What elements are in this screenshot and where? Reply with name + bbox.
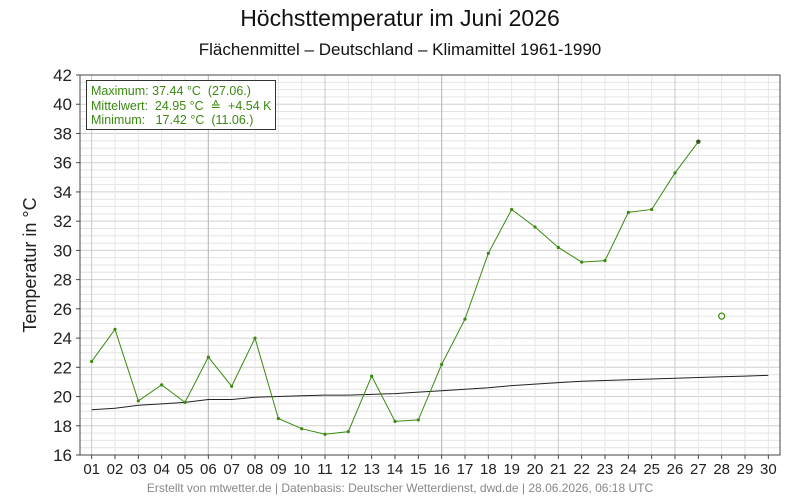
y-axis-label: Temperatur in °C: [20, 197, 40, 332]
data-point: [160, 383, 164, 387]
data-point: [603, 259, 607, 263]
y-tick-label: 16: [53, 446, 72, 465]
y-tick-label: 24: [53, 329, 72, 348]
y-tick-label: 42: [53, 66, 72, 85]
stat-minimum: Minimum: 17.42 °C (11.06.): [91, 113, 254, 127]
x-tick-label: 12: [340, 461, 357, 478]
data-point: [113, 327, 117, 331]
y-tick-label: 40: [53, 95, 72, 114]
data-point: [556, 245, 560, 250]
data-point: [486, 251, 490, 255]
x-tick-label: 08: [247, 461, 264, 478]
x-tick-label: 10: [293, 461, 310, 478]
x-tick-label: 17: [457, 461, 474, 478]
data-point: [323, 432, 327, 436]
data-point: [230, 384, 234, 388]
x-tick-label: 06: [200, 461, 217, 478]
x-tick-label: 25: [643, 461, 660, 478]
open-marker: [718, 312, 726, 320]
x-tick-label: 09: [270, 461, 287, 478]
y-tick-label: 20: [53, 388, 72, 407]
x-tick-label: 20: [527, 461, 544, 478]
data-point: [346, 430, 350, 434]
grid: [80, 74, 780, 456]
x-tick-label: 03: [130, 461, 147, 478]
data-point: [276, 416, 280, 421]
x-tick-label: 14: [387, 461, 404, 478]
stat-maximum: Maximum: 37.44 °C (27.06.): [91, 84, 251, 98]
data-point: [253, 336, 257, 340]
x-tick-label: 01: [83, 461, 100, 478]
data-point: [183, 400, 187, 404]
x-tick-label: 02: [107, 461, 124, 478]
data-point: [510, 207, 514, 212]
x-tick-label: 07: [223, 461, 240, 478]
data-point: [300, 427, 304, 431]
x-tick-label: 19: [503, 461, 520, 478]
x-tick-label: 13: [363, 461, 380, 478]
data-point: [416, 418, 420, 422]
data-point: [580, 260, 584, 264]
chart-title: Höchsttemperatur im Juni 2026: [240, 5, 560, 31]
x-tick-label: 04: [153, 461, 170, 478]
statistics-box: Maximum: 37.44 °C (27.06.) Mittelwert: 2…: [86, 80, 276, 130]
y-tick-label: 18: [53, 417, 72, 436]
data-point: [463, 317, 467, 321]
x-tick-label: 15: [410, 461, 427, 478]
x-tick-label: 21: [550, 461, 567, 478]
x-tick-label: 28: [713, 461, 730, 478]
y-tick-label: 32: [53, 212, 72, 231]
series-lines: [90, 139, 769, 436]
data-point: [206, 355, 210, 359]
x-tick-label: 18: [480, 461, 497, 478]
y-tick-label: 22: [53, 358, 72, 377]
x-tick-label: 11: [317, 461, 333, 478]
x-tick-label: 16: [433, 461, 450, 478]
y-tick-label: 38: [53, 124, 72, 143]
y-tick-label: 26: [53, 300, 72, 319]
data-point: [136, 399, 140, 403]
x-tick-label: 27: [690, 461, 707, 478]
chart-subtitle: Flächenmittel – Deutschland – Klimamitte…: [198, 40, 602, 59]
y-tick-label: 28: [53, 271, 72, 290]
x-tick-label: 23: [597, 461, 614, 478]
x-tick-label: 24: [620, 461, 637, 478]
footer-credits: Erstellt von mtwetter.de | Datenbasis: D…: [146, 481, 654, 495]
data-point: [440, 362, 444, 366]
data-point: [650, 207, 654, 212]
x-tick-label: 26: [667, 461, 684, 478]
data-point: [673, 171, 677, 175]
x-tick-label: 05: [177, 461, 194, 478]
data-point: [696, 139, 701, 144]
axes: 16 18 20 22 24 26 28 30 32 34 36 38 40 42 01 02 03 04 05 06…: [53, 66, 781, 478]
x-tick-label: 29: [737, 461, 754, 478]
plot-frame: [79, 74, 781, 456]
y-tick-label: 36: [53, 154, 72, 173]
x-tick-label: 22: [573, 461, 590, 478]
data-point: [90, 359, 94, 364]
data-point: [626, 210, 630, 214]
x-tick-label: 30: [760, 461, 777, 478]
y-tick-label: 30: [53, 241, 72, 260]
data-point: [370, 374, 374, 378]
stat-mean: Mittelwert: 24.95 °C ≙ +4.54 K: [91, 98, 272, 113]
y-tick-label: 34: [53, 183, 72, 202]
data-point: [393, 419, 397, 423]
data-point: [533, 225, 537, 229]
